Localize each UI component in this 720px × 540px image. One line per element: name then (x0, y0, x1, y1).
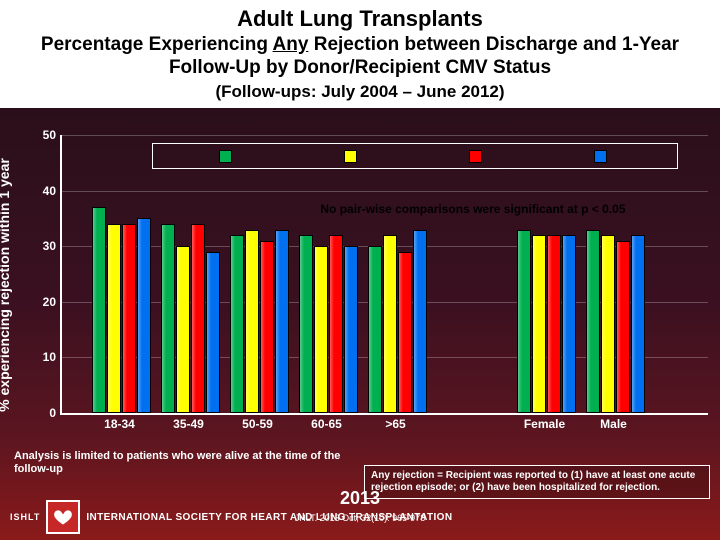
bar (122, 224, 136, 413)
legend (152, 143, 678, 169)
legend-item (594, 150, 611, 163)
x-tick-label: 18-34 (104, 417, 135, 431)
ishlt-short-left: ISHLT (10, 512, 40, 522)
legend-item (469, 150, 486, 163)
chart: % experiencing rejection within 1 year 0… (10, 135, 712, 435)
chart-annotation: No pair-wise comparisons were significan… (320, 202, 625, 216)
x-tick-label: 50-59 (242, 417, 273, 431)
bar (383, 235, 397, 413)
heart-icon (53, 507, 73, 527)
slide: Adult Lung Transplants Percentage Experi… (0, 0, 720, 540)
bar (398, 252, 412, 413)
ishlt-long: INTERNATIONAL SOCIETY FOR HEART AND LUNG… (86, 512, 452, 523)
bar (616, 241, 630, 413)
bar (299, 235, 313, 413)
definition-box: Any rejection = Recipient was reported t… (364, 465, 710, 499)
x-tick-label: Female (524, 417, 565, 431)
y-tick-label: 10 (43, 350, 62, 364)
bar (547, 235, 561, 413)
bar (92, 207, 106, 413)
legend-item (219, 150, 236, 163)
bar (631, 235, 645, 413)
plot-area: 01020304050No pair-wise comparisons were… (60, 135, 708, 415)
bar (413, 230, 427, 413)
bar (562, 235, 576, 413)
bar (368, 246, 382, 413)
bar (137, 218, 151, 413)
legend-swatch (469, 150, 482, 163)
bar (161, 224, 175, 413)
bar (532, 235, 546, 413)
legend-item (344, 150, 361, 163)
grid-line (62, 191, 708, 192)
x-tick-label: >65 (385, 417, 405, 431)
y-tick-label: 50 (43, 128, 62, 142)
bar (206, 252, 220, 413)
bar (275, 230, 289, 413)
y-tick-label: 20 (43, 295, 62, 309)
title-sub: Percentage Experiencing Any Rejection be… (10, 34, 710, 80)
bar (245, 230, 259, 413)
legend-swatch (594, 150, 607, 163)
bar (344, 246, 358, 413)
y-tick-label: 30 (43, 239, 62, 253)
bar (517, 230, 531, 413)
bar (586, 230, 600, 413)
legend-swatch (219, 150, 232, 163)
x-tick-label: 35-49 (173, 417, 204, 431)
bar (230, 235, 244, 413)
y-tick-label: 40 (43, 184, 62, 198)
bar (314, 246, 328, 413)
grid-line (62, 135, 708, 136)
title-sub-pre: Percentage Experiencing (41, 34, 273, 55)
bar (260, 241, 274, 413)
bar (601, 235, 615, 413)
x-tick-label: 60-65 (311, 417, 342, 431)
ishlt-heart-icon (46, 500, 80, 534)
bar (191, 224, 205, 413)
x-axis-labels: 18-34 35-49 50-59 60-65 >65 Female Male (60, 417, 708, 435)
analysis-note: Analysis is limited to patients who were… (14, 450, 374, 476)
title-followups: (Follow-ups: July 2004 – June 2012) (10, 82, 710, 102)
legend-swatch (344, 150, 357, 163)
bar (329, 235, 343, 413)
x-tick-label: Male (600, 417, 627, 431)
header: Adult Lung Transplants Percentage Experi… (0, 0, 720, 108)
ishlt-logo: ISHLT INTERNATIONAL SOCIETY FOR HEART AN… (0, 500, 452, 534)
bar (107, 224, 121, 413)
title-main: Adult Lung Transplants (10, 6, 710, 32)
bar (176, 246, 190, 413)
title-sub-underlined: Any (273, 34, 309, 55)
y-axis-label: % experiencing rejection within 1 year (0, 158, 12, 412)
